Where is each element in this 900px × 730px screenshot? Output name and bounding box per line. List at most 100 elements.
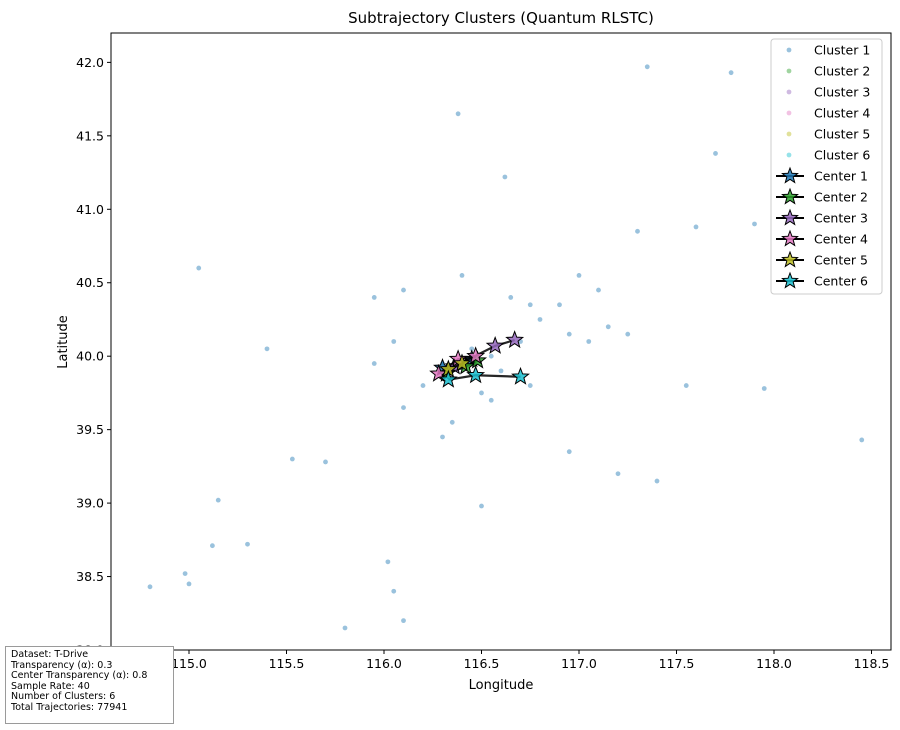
cluster-point [527, 383, 533, 388]
cluster-point [557, 302, 562, 308]
legend-label: Center 4 [814, 232, 868, 247]
center-star [485, 335, 505, 354]
cluster-point [479, 503, 484, 509]
cluster-point [440, 434, 445, 440]
legend-marker-point [786, 89, 792, 95]
cluster-point [761, 386, 767, 391]
legend-marker-star [781, 250, 799, 268]
x-tick-label: 117.5 [659, 656, 695, 671]
cluster-point [449, 419, 455, 425]
cluster-point [644, 64, 650, 70]
cluster-point [605, 324, 611, 330]
center-star [505, 330, 525, 349]
cluster-point [323, 459, 328, 465]
info-sample-rate: Sample Rate: 40 [11, 680, 90, 692]
info-num-clusters: Number of Clusters: 6 [11, 691, 116, 703]
y-tick-label: 39.5 [76, 422, 104, 437]
legend-marker-point [786, 68, 792, 74]
cluster-point [215, 497, 221, 503]
cluster-point [147, 584, 153, 590]
legend: Cluster 1 Cluster 2 Cluster 3 Cluster 4 Clus… [770, 38, 883, 295]
center-star [466, 346, 486, 365]
legend-label: Center 3 [814, 211, 868, 226]
cluster-point [728, 70, 734, 76]
legend-marker-point [786, 47, 792, 53]
legend-marker-star [781, 166, 799, 184]
legend-label: Cluster 4 [814, 106, 870, 121]
run-info-box: Dataset: T-Drive Transparency (α): 0.3 C… [5, 646, 174, 724]
cluster-point [508, 295, 514, 300]
x-tick-label: 116.5 [464, 656, 500, 671]
cluster-point [371, 361, 377, 366]
cluster-point [401, 405, 406, 411]
cluster-point [210, 543, 215, 549]
y-tick-label: 38.5 [76, 569, 104, 584]
info-center-transparency: Center Transparency (α): 0.8 [11, 670, 148, 682]
legend-marker-star [781, 187, 799, 205]
info-dataset: Dataset: T-Drive [11, 649, 89, 660]
legend-label: Cluster 2 [814, 64, 870, 79]
cluster-point [586, 339, 592, 344]
x-tick-label: 115.5 [269, 656, 305, 671]
legend-label: Cluster 1 [814, 43, 870, 58]
legend-label: Cluster 5 [814, 127, 870, 142]
legend-marker-star [781, 229, 799, 247]
cluster-point [391, 339, 397, 344]
legend-marker-point [786, 131, 792, 137]
cluster-point [488, 353, 494, 359]
legend-label: Center 2 [814, 190, 868, 205]
center-path [448, 374, 521, 381]
y-tick-label: 40.5 [76, 275, 104, 290]
cluster-point [713, 151, 718, 156]
x-tick-label: 115.0 [171, 656, 207, 671]
chart-title: Subtrajectory Clusters (Quantum RLSTC) [348, 9, 654, 27]
cluster-point [385, 559, 391, 565]
y-axis-label: Latitude [56, 315, 71, 369]
cluster-point [502, 174, 508, 180]
x-tick-label: 118.0 [756, 656, 792, 671]
cluster-point [196, 265, 202, 271]
legend-label: Center 1 [814, 169, 868, 184]
legend-marker-point [786, 110, 792, 116]
cluster-point [635, 228, 640, 234]
x-tick-label: 116.0 [366, 656, 402, 671]
legend-label: Cluster 6 [814, 148, 870, 163]
cluster-point [576, 272, 582, 278]
cluster-point [566, 449, 572, 455]
cluster-point [537, 317, 543, 322]
cluster-point [479, 390, 484, 396]
center-star [466, 365, 486, 384]
x-axis-label: Longitude [469, 678, 534, 693]
x-tick-label: 118.5 [854, 656, 890, 671]
cluster-point [625, 331, 631, 337]
info-transparency: Transparency (α): 0.3 [11, 659, 113, 671]
cluster-point [371, 295, 377, 300]
cluster-point [401, 287, 406, 293]
cluster-point [186, 581, 192, 587]
cluster-point [654, 478, 660, 484]
cluster-point [693, 224, 699, 230]
y-tick-label: 39.0 [76, 496, 104, 511]
plot-frame [110, 32, 892, 651]
legend-marker-point [786, 152, 792, 158]
legend-marker-star [781, 271, 799, 289]
legend-label: Center 6 [814, 274, 868, 289]
legend-label: Center 5 [814, 253, 868, 268]
cluster-point [391, 588, 397, 594]
cluster-point [459, 272, 465, 278]
center-star [511, 366, 530, 385]
cluster-point [488, 397, 494, 403]
cluster-point [596, 287, 601, 293]
y-tick-label: 41.0 [76, 202, 104, 217]
cluster-point [752, 221, 757, 227]
cluster-point [420, 383, 426, 388]
cluster-point [245, 541, 250, 547]
legend-label: Cluster 3 [814, 85, 870, 100]
cluster-point [264, 346, 270, 352]
cluster-point [498, 368, 504, 374]
legend-box [770, 38, 883, 295]
y-tick-label: 41.5 [76, 128, 104, 143]
cluster-point [469, 346, 475, 352]
cluster-point [527, 302, 533, 308]
